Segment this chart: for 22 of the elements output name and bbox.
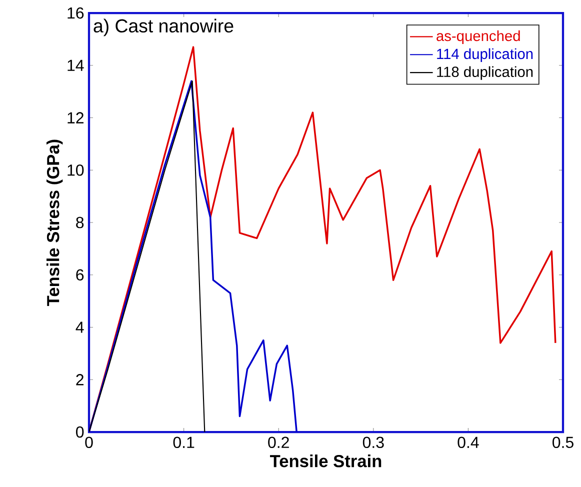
y-tick-label: 4: [76, 322, 84, 333]
y-tick-label: 14: [68, 60, 84, 71]
y-tick-label: 10: [68, 164, 84, 176]
y-tick-label: 2: [76, 374, 84, 386]
y-tick-label: 12: [68, 112, 84, 124]
x-tick-label: 0: [85, 436, 93, 448]
legend-label: 118 duplication: [437, 66, 533, 80]
y-tick-label: 16: [68, 7, 84, 19]
x-tick-label: 0.5: [552, 436, 574, 448]
y-tick-label: 8: [76, 216, 84, 228]
y-tick-label: 0: [76, 426, 84, 438]
legend-label: as-quenched: [436, 30, 520, 44]
x-tick-label: 0.1: [173, 436, 194, 448]
annotation: a) Cast nanowire: [94, 18, 234, 36]
y-tick-label: 6: [76, 269, 84, 281]
x-tick-label: 0.4: [458, 436, 479, 448]
x-tick-label: 0.3: [362, 436, 384, 448]
line-series: [89, 80, 298, 432]
x-axis-title: Tensile Strain: [270, 454, 382, 468]
x-tick-label: 0.2: [268, 436, 289, 448]
legend-label: 114 duplication: [437, 48, 533, 62]
y-axis-title: Tensile Stress (GPa): [46, 140, 63, 306]
